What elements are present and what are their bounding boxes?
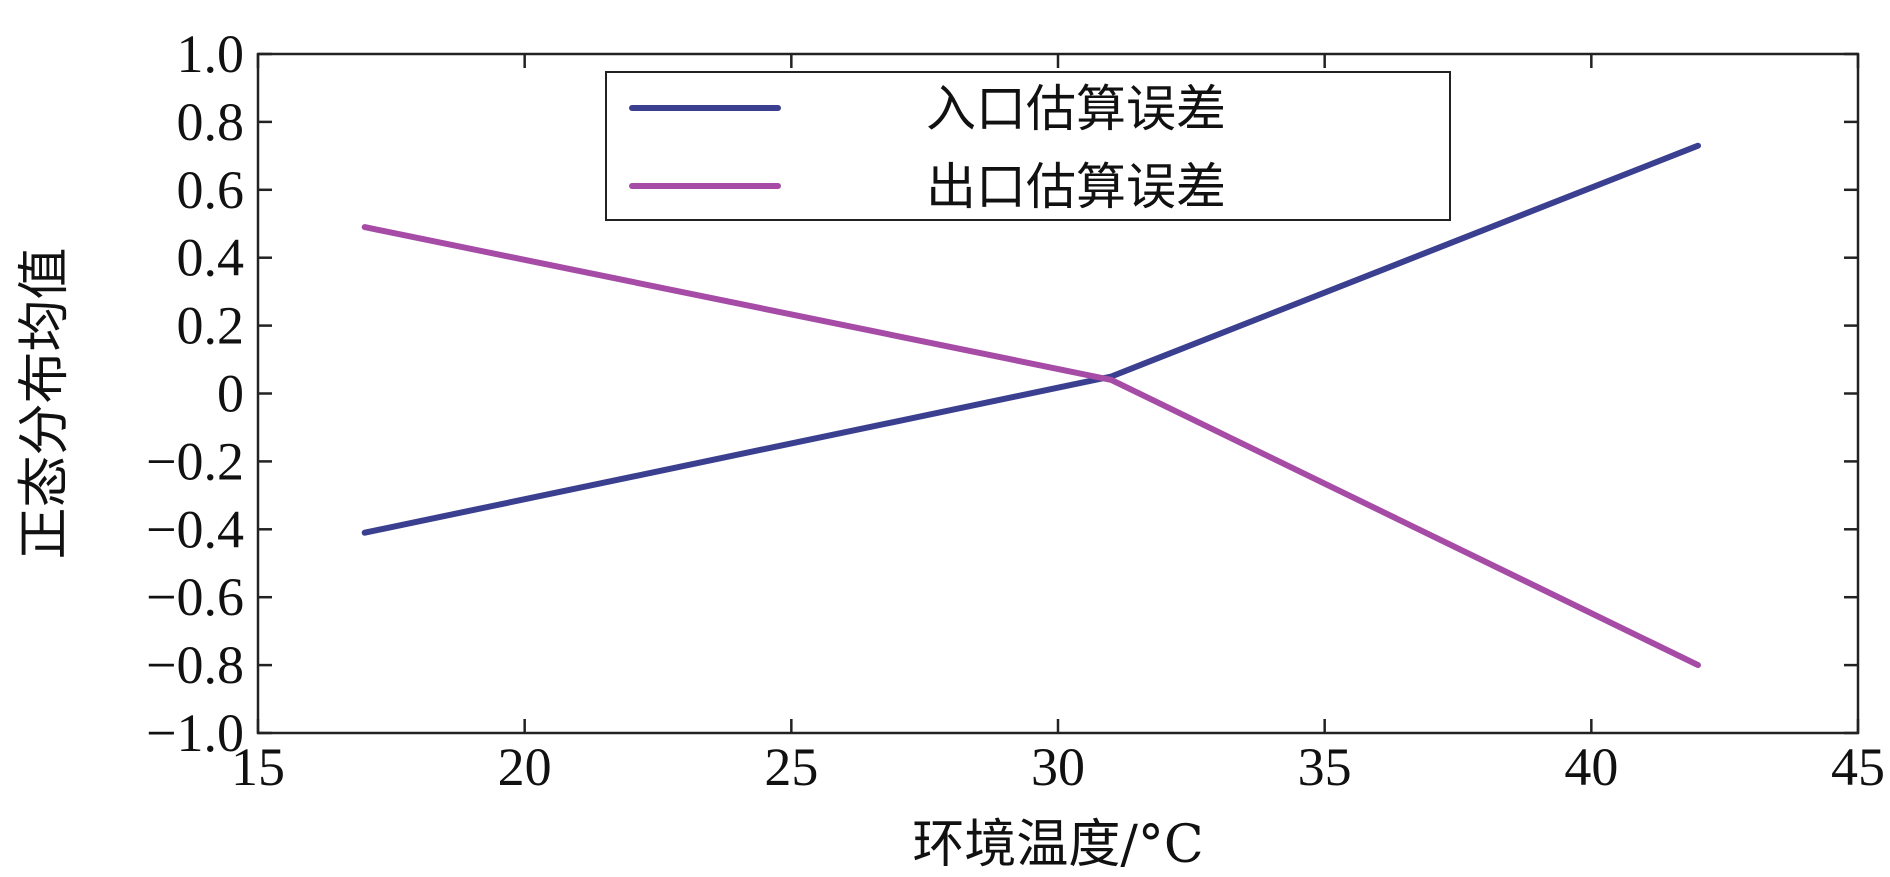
series-lines xyxy=(361,142,1701,669)
y-tick-label: 0.4 xyxy=(177,228,245,288)
series-line-1 xyxy=(361,142,1701,536)
y-tick-label: 1.0 xyxy=(177,24,245,84)
y-tick-label: −0.8 xyxy=(146,635,244,695)
x-tick-label: 20 xyxy=(498,737,552,797)
legend-label-2: 出口估算误差 xyxy=(926,158,1226,216)
y-axis-title: 正态分布均值 xyxy=(15,247,75,559)
legend-box xyxy=(605,71,1451,221)
x-tick-labels: 15 20 25 30 35 40 45 xyxy=(231,737,1885,797)
series-line-2 xyxy=(361,224,1701,669)
y-tick-label: 0 xyxy=(217,364,244,424)
x-tick-label: 15 xyxy=(231,737,285,797)
x-tick-label: 30 xyxy=(1031,737,1085,797)
y-tick-label: 0.6 xyxy=(177,160,245,220)
x-tick-label: 45 xyxy=(1831,737,1885,797)
y-tick-label: −0.4 xyxy=(146,499,244,559)
y-tick-label: 0.8 xyxy=(177,92,245,152)
x-tick-label: 25 xyxy=(764,737,818,797)
y-tick-labels: 1.0 0.8 0.6 0.4 0.2 0 −0.2 −0.4 −0.6 −0.8 −1.0 xyxy=(146,24,244,763)
x-axis-title: 环境温度/°C xyxy=(912,815,1203,875)
y-tick-label: 0.2 xyxy=(177,296,245,356)
y-tick-label: −1.0 xyxy=(146,703,244,763)
y-tick-label: −0.6 xyxy=(146,567,244,627)
y-tick-label: −0.2 xyxy=(146,431,244,491)
x-tick-label: 35 xyxy=(1298,737,1352,797)
tick-marks xyxy=(256,52,1860,735)
legend-label-1: 入口估算误差 xyxy=(926,80,1226,138)
x-tick-label: 40 xyxy=(1564,737,1618,797)
